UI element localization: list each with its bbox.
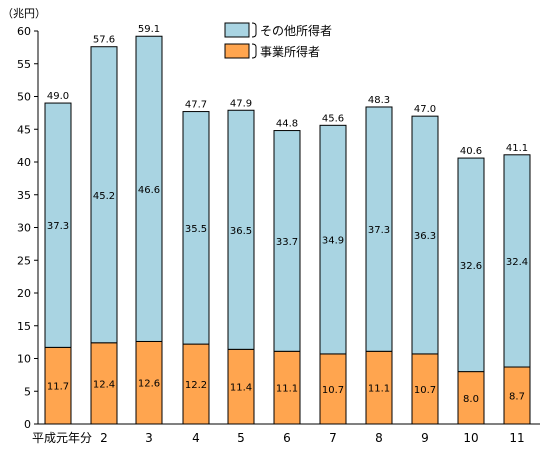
legend-item: その他所得者 xyxy=(224,22,332,38)
y-tick-label: 5 xyxy=(24,385,31,398)
y-tick-label: 35 xyxy=(17,189,31,202)
data-label-total: 49.0 xyxy=(47,91,69,102)
x-tick-label: 10 xyxy=(463,431,478,445)
x-tick-label: 5 xyxy=(237,431,245,445)
bar-segment-business xyxy=(135,340,163,425)
data-label-business: 11.4 xyxy=(230,383,252,394)
y-tick-label: 50 xyxy=(17,91,31,104)
y-tick-label: 60 xyxy=(17,25,31,38)
data-label-business: 12.4 xyxy=(93,379,115,390)
bar-segment-business xyxy=(44,346,72,425)
y-tick-label: 40 xyxy=(17,156,31,169)
x-tick-label: 4 xyxy=(192,431,200,445)
bar-segment-other xyxy=(365,106,393,352)
data-label-other: 37.3 xyxy=(47,221,69,232)
legend-item: 事業所得者 xyxy=(224,43,320,59)
bar-segment-other xyxy=(135,35,163,342)
x-tick-label: 8 xyxy=(375,431,383,445)
bar-segment-business xyxy=(227,348,255,425)
x-tick-label: 6 xyxy=(283,431,291,445)
data-label-other: 34.9 xyxy=(322,236,344,247)
data-label-other: 35.5 xyxy=(185,224,207,235)
legend-brace xyxy=(251,22,257,38)
bar-segment-other xyxy=(90,46,118,344)
data-label-business: 10.7 xyxy=(414,385,436,396)
data-label-business: 10.7 xyxy=(322,385,344,396)
bar-segment-business xyxy=(411,353,439,425)
legend-swatch xyxy=(224,43,250,59)
y-tick-label: 0 xyxy=(24,418,31,431)
bar-segment-other xyxy=(44,102,72,348)
y-tick-label: 55 xyxy=(17,58,31,71)
unit-label: （兆円） xyxy=(2,7,46,20)
bar-segment-other xyxy=(273,130,301,352)
data-label-business: 8.7 xyxy=(509,392,525,403)
data-label-business: 12.2 xyxy=(185,380,207,391)
bar-segment-business xyxy=(365,350,393,425)
y-tick-label: 25 xyxy=(17,254,31,267)
y-tick-label: 20 xyxy=(17,287,31,300)
y-tick-label: 15 xyxy=(17,320,31,333)
data-label-total: 41.1 xyxy=(506,143,528,154)
data-label-total: 47.0 xyxy=(414,104,436,115)
x-tick-label: 9 xyxy=(421,431,429,445)
data-label-total: 40.6 xyxy=(460,146,482,157)
data-label-other: 36.5 xyxy=(230,226,252,237)
x-tick-label: 7 xyxy=(329,431,337,445)
bar-segment-business xyxy=(182,343,210,425)
data-label-total: 44.8 xyxy=(276,119,298,130)
data-label-other: 36.3 xyxy=(414,231,436,242)
bar-segment-other xyxy=(411,115,439,355)
bar-segment-other xyxy=(227,109,255,350)
data-label-business: 11.1 xyxy=(276,384,298,395)
data-label-total: 59.1 xyxy=(138,24,160,35)
legend-label: 事業所得者 xyxy=(260,44,320,59)
data-label-other: 32.4 xyxy=(506,257,528,268)
data-label-other: 37.3 xyxy=(368,225,390,236)
data-label-business: 8.0 xyxy=(463,394,479,405)
y-tick-label: 45 xyxy=(17,123,31,136)
data-label-total: 57.6 xyxy=(93,35,115,46)
x-tick-label: 11 xyxy=(509,431,524,445)
legend-brace xyxy=(251,43,257,59)
y-tick-label: 30 xyxy=(17,222,31,235)
bar-segment-other xyxy=(182,111,210,345)
data-label-total: 45.6 xyxy=(322,113,344,124)
x-tick-label: 平成元年分 xyxy=(32,431,92,445)
data-label-other: 46.6 xyxy=(138,185,160,196)
data-label-other: 32.6 xyxy=(460,261,482,272)
bar-segment-other xyxy=(319,124,347,355)
bar-segment-other xyxy=(457,157,485,373)
data-label-business: 11.1 xyxy=(368,384,390,395)
data-label-other: 33.7 xyxy=(276,237,298,248)
bar-segment-business xyxy=(319,353,347,425)
y-tick-label: 10 xyxy=(17,353,31,366)
data-label-total: 47.9 xyxy=(230,98,252,109)
bars: 11.7 37.3 49.0 12.4 45.2 57.6 12.6 46.6 59.1 12.2… xyxy=(44,24,531,425)
x-tick-label: 3 xyxy=(145,431,153,445)
bar-segment-business xyxy=(503,366,531,425)
data-label-other: 45.2 xyxy=(93,191,115,202)
data-label-business: 11.7 xyxy=(47,382,69,393)
legend-swatch xyxy=(224,22,250,38)
x-tick-label: 2 xyxy=(100,431,108,445)
bar-segment-business xyxy=(90,342,118,425)
data-label-total: 47.7 xyxy=(185,100,207,111)
data-label-business: 12.6 xyxy=(138,379,160,390)
bar-segment-other xyxy=(503,154,531,368)
legend-label: その他所得者 xyxy=(260,23,332,38)
data-label-total: 48.3 xyxy=(368,95,390,106)
